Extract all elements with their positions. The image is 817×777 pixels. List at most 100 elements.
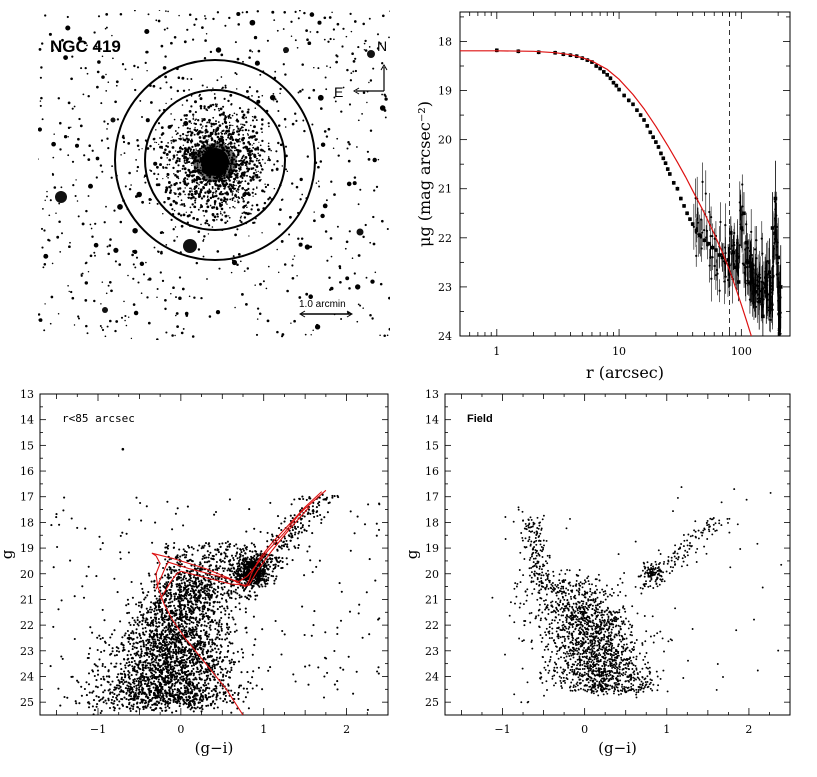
- star-point: [132, 617, 134, 619]
- star-point: [137, 619, 139, 621]
- observed-point: [688, 217, 692, 221]
- star-point: [72, 676, 74, 678]
- field-star: [141, 116, 143, 118]
- cluster-star: [234, 180, 235, 181]
- field-star: [74, 324, 75, 325]
- star-point: [175, 634, 177, 636]
- field-star: [320, 107, 323, 110]
- field-star: [347, 141, 350, 144]
- star-point: [156, 704, 158, 706]
- star-point: [242, 652, 244, 654]
- cluster-star: [228, 215, 229, 216]
- panel-annotation: r<85 arcsec: [62, 412, 135, 425]
- star-point: [220, 668, 222, 670]
- cluster-star: [255, 131, 258, 134]
- cluster-star: [180, 119, 182, 121]
- field-star: [252, 51, 254, 53]
- field-star: [133, 65, 135, 67]
- cluster-star: [166, 176, 167, 177]
- field-star: [328, 277, 330, 279]
- cluster-star: [187, 178, 189, 180]
- observed-point-outer: [767, 274, 769, 276]
- cluster-star: [244, 194, 246, 196]
- field-star: [146, 70, 147, 71]
- field-star: [182, 288, 185, 291]
- observed-point-outer: [713, 265, 715, 267]
- field-star: [69, 242, 71, 244]
- cluster-star: [217, 141, 219, 143]
- field-star: [46, 191, 47, 192]
- cluster-star: [237, 201, 239, 203]
- cluster-star: [194, 206, 196, 208]
- field-star: [301, 194, 303, 196]
- observed-point-outer: [776, 256, 778, 258]
- field-star: [56, 236, 59, 239]
- cluster-star: [159, 163, 162, 166]
- cluster-star: [190, 153, 193, 156]
- star-point: [199, 640, 201, 642]
- star-point: [109, 636, 111, 638]
- star-point: [219, 692, 221, 694]
- observed-point-outer: [755, 257, 757, 259]
- cluster-star: [166, 157, 167, 158]
- star-point: [199, 607, 201, 609]
- star-point: [212, 610, 214, 612]
- cluster-star: [199, 136, 202, 139]
- star-point: [155, 661, 157, 663]
- field-star: [190, 78, 192, 80]
- cluster-star: [222, 123, 224, 125]
- field-star: [156, 296, 158, 298]
- cluster-star: [193, 149, 195, 151]
- star-point: [102, 665, 104, 667]
- observed-point-outer: [719, 221, 721, 223]
- field-star: [101, 140, 103, 142]
- star-point: [149, 634, 151, 636]
- field-star: [200, 297, 202, 299]
- star-point: [153, 694, 155, 696]
- cluster-star: [246, 175, 248, 177]
- cluster-star: [198, 209, 200, 211]
- cluster-star: [250, 125, 252, 127]
- field-star: [40, 97, 43, 100]
- cluster-star: [227, 100, 229, 102]
- star-point: [197, 706, 199, 708]
- star-point: [135, 685, 137, 687]
- cluster-star: [258, 160, 260, 162]
- field-star: [237, 128, 239, 130]
- cluster-star: [254, 138, 257, 141]
- field-star: [164, 299, 167, 302]
- field-star: [354, 58, 356, 60]
- star-point: [108, 689, 110, 691]
- field-star: [70, 77, 73, 80]
- star-point: [133, 624, 135, 626]
- cluster-star: [162, 178, 163, 179]
- field-star: [139, 100, 141, 102]
- cluster-star: [241, 126, 243, 128]
- field-star: [167, 177, 169, 179]
- cluster-star: [261, 189, 264, 192]
- star-point: [195, 695, 197, 697]
- field-star: [148, 277, 151, 280]
- cluster-star: [287, 171, 289, 173]
- star-point: [150, 601, 152, 603]
- cluster-star: [265, 186, 267, 188]
- cluster-star: [198, 188, 200, 190]
- cluster-star: [204, 135, 206, 137]
- cluster-star: [245, 129, 247, 131]
- star-point: [155, 606, 157, 608]
- field-star: [94, 243, 99, 248]
- star-point: [179, 673, 181, 675]
- y-tick-label: 21: [20, 593, 34, 606]
- cluster-star: [178, 213, 181, 216]
- star-point: [100, 712, 102, 714]
- cluster-star: [225, 143, 226, 144]
- cluster-star: [252, 144, 253, 145]
- star-point: [154, 595, 156, 597]
- observed-point-outer: [749, 298, 751, 300]
- cluster-star: [254, 116, 257, 119]
- field-star: [378, 159, 380, 161]
- field-star: [192, 39, 194, 41]
- star-point: [214, 648, 216, 650]
- cluster-star: [231, 103, 233, 105]
- star-point: [162, 647, 164, 649]
